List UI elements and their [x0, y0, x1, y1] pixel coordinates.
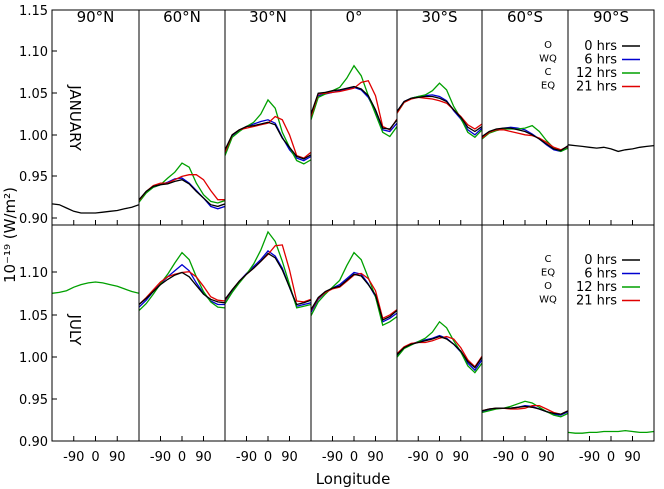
- legend-code: O: [544, 40, 552, 51]
- latitude-label: 30°S: [421, 8, 457, 26]
- series-line-july-1-0: [139, 271, 225, 305]
- x-tick-label: 0: [350, 450, 358, 465]
- season-label-january: JANUARY: [66, 84, 84, 151]
- x-tick-label: -90: [63, 450, 84, 465]
- series-line-january-3-3: [311, 79, 397, 131]
- y-tick-label: 1.05: [19, 309, 48, 324]
- legend-label: 6 hrs: [584, 267, 617, 282]
- series-line-july-5-2: [482, 400, 568, 418]
- series-line-january-4-3: [397, 96, 482, 130]
- legend-label: 6 hrs: [584, 53, 617, 68]
- legend-code: C: [545, 254, 552, 265]
- series-line-january-0-0: [52, 203, 139, 214]
- y-tick-label: 1.00: [19, 351, 48, 366]
- legend-code: EQ: [541, 81, 555, 92]
- legend-code: C: [545, 67, 552, 78]
- y-tick-label: 1.00: [19, 129, 48, 144]
- series-line-january-3-0: [311, 85, 397, 130]
- series-line-january-3-2: [311, 64, 397, 138]
- legend-code: WQ: [539, 54, 557, 65]
- y-tick-label: 0.95: [19, 393, 48, 408]
- y-tick-label: 1.10: [19, 45, 48, 60]
- y-tick-label: 1.10: [19, 266, 48, 281]
- frame-layer: 0.90 0.95 1.00 1.05 1.10 1.15 JANUARY O 0 hrs WQ 6…: [19, 4, 655, 465]
- series-line-july-0-0: [52, 281, 139, 294]
- latitude-label: 0°: [345, 8, 362, 26]
- x-tick-label: -90: [408, 450, 429, 465]
- latitude-label: 30°N: [249, 8, 287, 26]
- x-tick-label: 90: [281, 450, 298, 465]
- season-label-july: JULY: [66, 314, 84, 347]
- x-tick-label: 0: [91, 450, 99, 465]
- series-line-january-5-2: [482, 124, 568, 153]
- x-tick-label: 0: [264, 450, 272, 465]
- x-tick-label: 90: [109, 450, 126, 465]
- series-line-july-5-0: [482, 405, 568, 415]
- legend-label: 12 hrs: [576, 66, 617, 81]
- legend-label: 12 hrs: [576, 280, 617, 295]
- x-tick-label: 0: [435, 450, 443, 465]
- series-line-january-1-3: [139, 174, 225, 201]
- x-tick-label: 90: [195, 450, 212, 465]
- series-line-january-2-0: [225, 121, 311, 160]
- x-tick-label: -90: [150, 450, 171, 465]
- series-line-july-3-2: [311, 251, 397, 327]
- legend-code: O: [544, 281, 552, 292]
- series-line-july-3-1: [311, 271, 397, 323]
- x-axis-title: Longitude: [316, 470, 391, 488]
- y-tick-label: 0.95: [19, 170, 48, 185]
- y-tick-label: 1.15: [19, 4, 48, 19]
- series-line-july-4-0: [397, 335, 482, 369]
- x-tick-label: -90: [493, 450, 514, 465]
- x-tick-label: -90: [236, 450, 257, 465]
- series-line-january-1-2: [139, 162, 225, 204]
- series-line-july-2-2: [225, 230, 311, 309]
- latitude-label: 60°N: [163, 8, 201, 26]
- legend-code: EQ: [541, 268, 555, 279]
- series-line-july-2-0: [225, 252, 311, 306]
- y-tick-label: 1.05: [19, 87, 48, 102]
- series-line-july-1-2: [139, 251, 225, 311]
- x-tick-label: 0: [178, 450, 186, 465]
- x-tick-label: 90: [367, 450, 384, 465]
- x-tick-label: 90: [452, 450, 469, 465]
- legend-label: 21 hrs: [576, 80, 617, 95]
- latitude-label: 90°S: [593, 8, 629, 26]
- x-tick-label: -90: [579, 450, 600, 465]
- series-line-january-6-0: [568, 144, 654, 153]
- x-tick-label: 90: [624, 450, 641, 465]
- x-tick-label: -90: [322, 450, 343, 465]
- series-line-july-4-3: [397, 335, 482, 368]
- series-line-july-6-0: [568, 429, 654, 434]
- y-tick-label: 0.90: [19, 435, 48, 450]
- legend-label: 0 hrs: [584, 253, 617, 268]
- data-layer: [52, 64, 654, 434]
- series-line-january-2-1: [225, 119, 311, 162]
- series-line-january-1-0: [139, 179, 225, 208]
- series-line-january-5-0: [482, 127, 568, 152]
- series-line-july-1-1: [139, 263, 225, 308]
- latitude-label: 90°N: [77, 8, 115, 26]
- series-line-july-4-1: [397, 334, 482, 372]
- legend-label: 21 hrs: [576, 294, 617, 309]
- series-line-january-4-0: [397, 95, 482, 133]
- series-line-january-1-1: [139, 177, 225, 210]
- series-line-july-4-2: [397, 320, 482, 374]
- latitude-label: 60°S: [507, 8, 543, 26]
- y-tick-label: 0.90: [19, 212, 48, 227]
- x-tick-label: 0: [607, 450, 615, 465]
- series-line-january-2-2: [225, 98, 311, 165]
- series-line-july-3-0: [311, 273, 397, 321]
- x-tick-label: 90: [538, 450, 555, 465]
- y-axis-title: 10⁻¹⁹ (W/m²): [1, 187, 19, 283]
- legend-label: 0 hrs: [584, 39, 617, 54]
- x-tick-label: 0: [521, 450, 529, 465]
- series-line-january-4-2: [397, 82, 482, 139]
- series-line-january-5-3: [482, 129, 568, 151]
- legend-code: WQ: [539, 295, 557, 306]
- series-line-july-2-1: [225, 250, 311, 307]
